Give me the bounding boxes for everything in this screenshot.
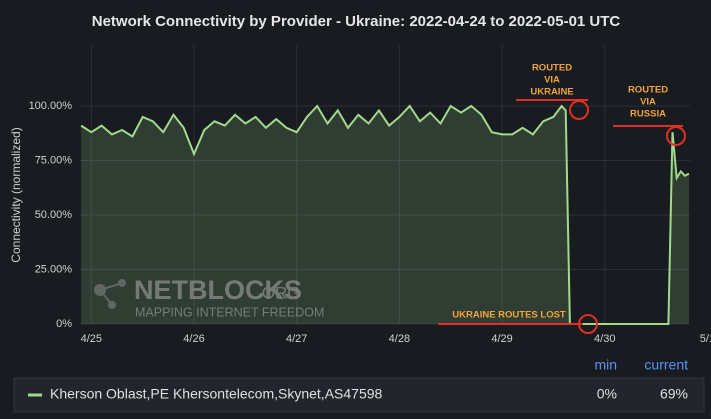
x-tick-label: 4/25	[81, 333, 102, 345]
annotation-circle	[666, 126, 686, 146]
x-tick-label: 4/27	[286, 333, 307, 345]
y-tick-label: 100.00%	[29, 100, 73, 112]
logo-link	[99, 289, 113, 306]
watermark-tagline: MAPPING INTERNET FREEDOM	[135, 305, 324, 319]
area	[81, 106, 690, 324]
logo-dot	[108, 301, 116, 309]
annotation-text: ROUTED	[532, 63, 572, 74]
logo-link	[99, 282, 123, 291]
y-axis-label: Connectivity (normalized)	[9, 127, 23, 262]
y-tick-label: 75.00%	[35, 154, 73, 166]
annotation-text: VIA	[640, 97, 656, 108]
y-tick-label: 0%	[56, 318, 72, 330]
annotation-text: RUSSIA	[630, 109, 666, 120]
logo-dot	[118, 279, 126, 287]
watermark: NETBLOCKS .ORG MAPPING INTERNET FREEDOM	[94, 275, 324, 319]
legend-row	[13, 377, 705, 413]
x-tick-label: 4/30	[594, 333, 615, 345]
legend-label: Kherson Oblast,PE Khersontelecom,Skynet,…	[50, 386, 383, 402]
legend-stat: 69%	[660, 386, 688, 402]
x-tick-label: 5/1	[700, 333, 711, 345]
annotation-text: VIA	[544, 75, 560, 86]
logo-dot	[94, 284, 106, 296]
chart-title: Network Connectivity by Provider - Ukrai…	[92, 13, 621, 30]
annotation-text: ROUTED	[628, 85, 668, 96]
annotation-circle	[569, 100, 589, 120]
legend-stat: 0%	[597, 386, 617, 402]
legend-header: current	[644, 357, 688, 373]
x-tick-label: 4/29	[491, 333, 512, 345]
y-tick-label: 50.00%	[35, 209, 73, 221]
annotation-circle	[578, 314, 598, 334]
y-tick-label: 25.00%	[35, 263, 73, 275]
watermark-suffix: .ORG	[257, 283, 300, 302]
x-tick-label: 4/28	[389, 333, 410, 345]
legend-header: min	[594, 357, 617, 373]
annotation-text: UKRAINE	[530, 87, 573, 98]
annotation-text: UKRAINE ROUTES LOST	[452, 310, 566, 321]
line	[80, 104, 690, 325]
x-tick-label: 4/26	[183, 333, 204, 345]
watermark-title: NETBLOCKS	[134, 275, 302, 305]
